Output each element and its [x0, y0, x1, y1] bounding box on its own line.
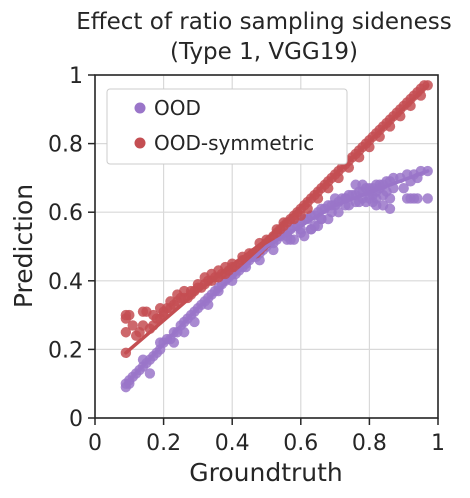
legend-label-ood: OOD: [154, 96, 201, 120]
data-point: [357, 179, 368, 190]
data-point: [312, 193, 324, 204]
x-tick-label: 0.8: [352, 431, 387, 456]
data-point: [329, 193, 341, 204]
data-point: [127, 320, 138, 331]
data-point: [422, 193, 433, 204]
trend-line-ood: [124, 169, 430, 386]
data-point: [192, 279, 204, 290]
data-point: [120, 327, 132, 338]
data-point: [178, 327, 190, 338]
x-axis-label: Groundtruth: [189, 458, 343, 487]
x-tick-label: 0: [88, 431, 102, 456]
x-tick-label: 1: [431, 431, 445, 456]
x-tick-label: 0.6: [283, 431, 318, 456]
data-point: [154, 303, 166, 314]
legend-marker-ood: [134, 102, 146, 114]
chart-title-line-2: (Type 1, VGG19): [170, 39, 358, 65]
data-point: [189, 316, 200, 328]
plot-frame: [94, 74, 439, 419]
data-point: [412, 193, 423, 204]
data-point: [295, 210, 306, 221]
y-tick-label: 1: [69, 64, 83, 89]
legend-marker-ood-symmetric: [134, 137, 146, 149]
data-point: [124, 309, 135, 321]
y-axis-label: Prediction: [9, 184, 38, 308]
chart-title-line-1: Effect of ratio sampling sideness: [76, 9, 452, 35]
data-point: [398, 182, 409, 194]
series-ood: [120, 165, 433, 393]
data-point: [148, 309, 159, 321]
data-point: [165, 296, 176, 307]
legend-box: [106, 88, 348, 165]
y-tick-label: 0.4: [48, 270, 83, 295]
data-point: [384, 193, 396, 204]
data-point: [305, 224, 317, 235]
data-point: [144, 368, 156, 379]
y-tick-label: 0: [69, 407, 83, 432]
y-tick-label: 0.8: [48, 133, 83, 158]
legend: OOD OOD-symmetric: [106, 88, 348, 165]
y-tick-label: 0.2: [48, 338, 83, 363]
data-point: [302, 203, 313, 214]
trend-line-ood-symmetric: [124, 83, 430, 355]
x-tick-label: 0.2: [146, 431, 181, 456]
data-layer: [120, 80, 433, 393]
x-tick-label: 0.4: [215, 431, 250, 456]
data-point: [268, 244, 279, 256]
y-tick-label: 0.6: [48, 201, 83, 226]
legend-label-ood-symmetric: OOD-symmetric: [154, 131, 314, 155]
ticks: 0 0.2 0.4 0.6 0.8 1 0 0.2 0.4 0.6 0.8 1: [48, 64, 445, 456]
data-point: [168, 337, 180, 348]
